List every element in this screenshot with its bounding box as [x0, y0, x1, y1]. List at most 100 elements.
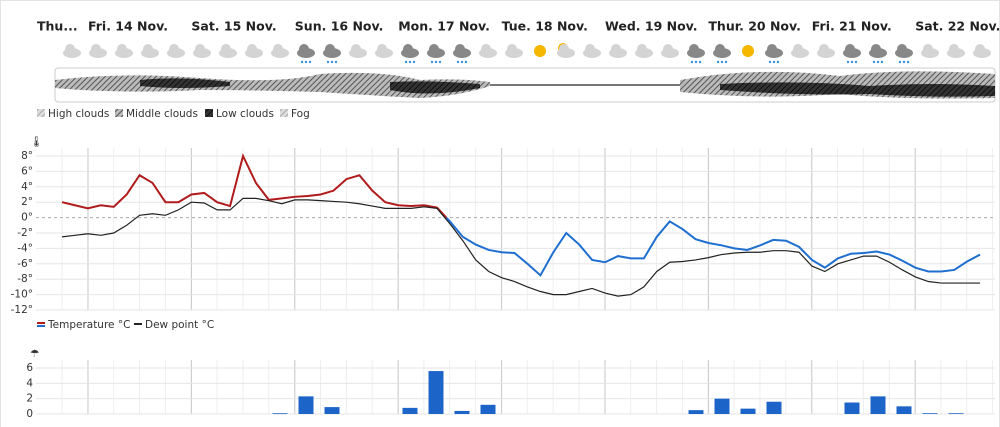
bar	[844, 402, 860, 414]
drop	[412, 60, 416, 64]
drop	[326, 60, 330, 64]
drop	[880, 60, 884, 64]
drop	[850, 60, 854, 64]
day-label: Sun. 16 Nov.	[295, 19, 384, 34]
drop	[876, 60, 880, 64]
cloud	[585, 44, 595, 54]
y-tick-label: -6°	[17, 258, 33, 270]
cloud	[767, 44, 777, 54]
legend-swatch	[37, 109, 45, 117]
y-tick-label: -10°	[11, 289, 33, 301]
drop	[906, 60, 910, 64]
cloud	[117, 44, 127, 54]
weather-icon	[742, 45, 754, 57]
cloud	[897, 44, 907, 54]
weather-icon	[765, 44, 783, 64]
sun	[742, 45, 754, 57]
drop	[698, 60, 702, 64]
weather-icon	[817, 44, 835, 58]
weather-icon	[583, 44, 601, 58]
weather-icon	[193, 44, 211, 58]
drop	[464, 60, 468, 64]
drop	[434, 60, 438, 64]
drop	[716, 60, 720, 64]
bar	[688, 410, 704, 414]
cloud	[819, 44, 829, 54]
cloud	[143, 44, 153, 54]
weather-icon	[323, 44, 341, 64]
cloud	[273, 44, 283, 54]
drop	[772, 60, 776, 64]
weather-icon	[843, 44, 861, 64]
drop	[720, 60, 724, 64]
drop	[408, 60, 412, 64]
cloud	[65, 44, 75, 54]
temperature-line	[61, 153, 448, 218]
weather-icon	[297, 44, 315, 64]
drop	[460, 60, 464, 64]
weather-icon	[245, 44, 263, 58]
cloud	[481, 44, 491, 54]
legend-swatch	[37, 322, 45, 324]
y-tick-label: 8°	[21, 150, 33, 162]
bar	[896, 406, 912, 414]
weather-icon	[609, 44, 627, 58]
drop	[768, 60, 772, 64]
cloud	[221, 44, 231, 54]
y-tick-label: -8°	[17, 273, 33, 285]
weather-icon	[141, 44, 159, 58]
legend-label: Middle clouds	[126, 108, 198, 120]
bar	[454, 410, 470, 414]
day-label: Thur. 20 Nov.	[708, 19, 800, 34]
legend-label: Fog	[291, 108, 310, 120]
y-tick-label: 2	[26, 393, 33, 405]
drop	[690, 60, 694, 64]
legend-label: Low clouds	[216, 108, 274, 120]
cloud	[325, 44, 335, 54]
dew-point-line	[61, 197, 981, 297]
legend-swatch	[280, 109, 288, 117]
bar	[428, 371, 444, 414]
cloud	[663, 44, 673, 54]
weather-icon	[534, 45, 546, 57]
drop	[902, 60, 906, 64]
drop	[456, 60, 460, 64]
sun	[534, 45, 546, 57]
day-label: Fri. 14 Nov.	[88, 19, 168, 34]
weather-icon	[427, 44, 445, 64]
day-label: Mon. 17 Nov.	[398, 19, 490, 34]
bar	[922, 413, 938, 414]
legend-swatch	[115, 109, 123, 117]
y-tick-label: 2°	[21, 196, 33, 208]
umbrella-icon: ☂	[30, 348, 39, 360]
weather-icon	[219, 44, 237, 58]
day-label: Wed. 19 Nov.	[605, 19, 698, 34]
drop	[438, 60, 442, 64]
bar	[272, 413, 288, 414]
y-tick-label: -12°	[11, 304, 33, 316]
drop	[898, 60, 902, 64]
temperature-line	[444, 217, 981, 277]
day-label: Fri. 21 Nov.	[812, 19, 892, 34]
weather-icon	[635, 44, 653, 58]
weather-icon	[453, 44, 471, 64]
legend-swatch	[37, 325, 45, 327]
cloud	[715, 44, 725, 54]
weather-icon	[479, 44, 497, 58]
legend-label: Temperature °C	[47, 319, 130, 331]
weather-icon	[89, 44, 107, 58]
weather-icon	[687, 44, 705, 64]
cloud	[377, 44, 387, 54]
cloud	[91, 44, 101, 54]
y-tick-label: 4°	[21, 181, 33, 193]
drop	[304, 60, 308, 64]
weather-icon	[973, 44, 991, 58]
drop	[872, 60, 876, 64]
y-tick-label: -2°	[17, 227, 33, 239]
cloud	[871, 44, 881, 54]
drop	[854, 60, 858, 64]
cloud	[429, 44, 439, 54]
legend-swatch	[134, 323, 142, 325]
bar	[402, 407, 418, 414]
